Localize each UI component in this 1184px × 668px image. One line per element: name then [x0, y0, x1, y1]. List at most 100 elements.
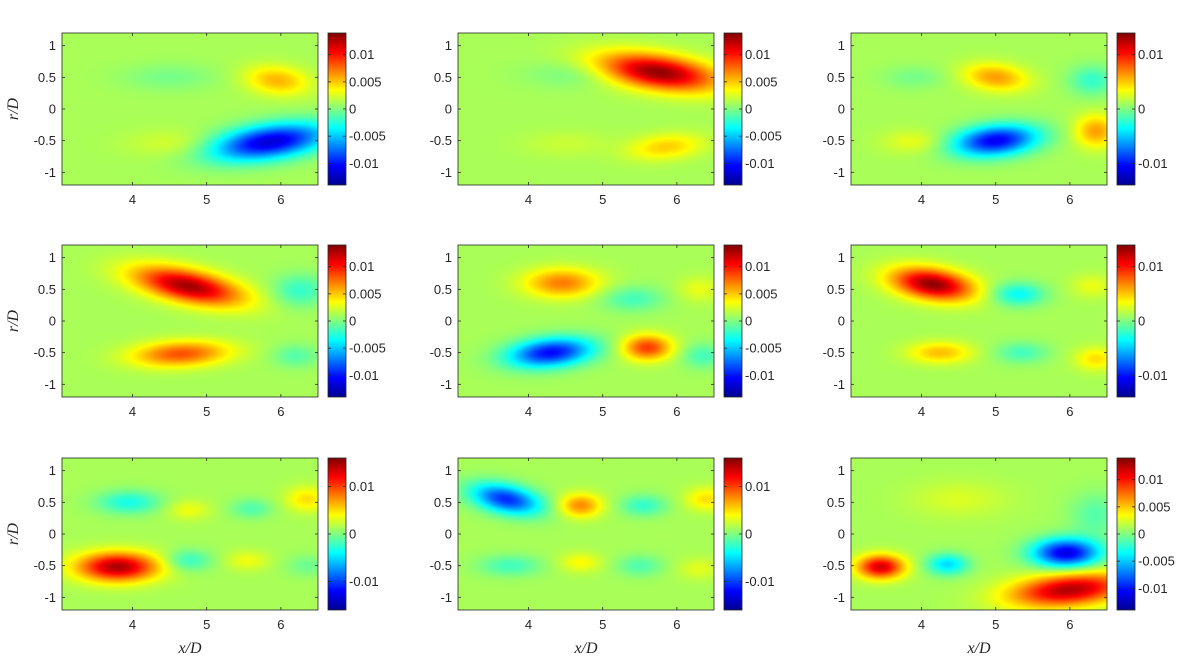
- x-tick-label: 6: [673, 617, 680, 632]
- x-tick-label: 5: [599, 404, 606, 419]
- y-tick-label: -1: [440, 590, 452, 605]
- colorbar-tick-label: 0: [349, 314, 356, 329]
- heatmap-field: [851, 245, 1107, 397]
- colorbar-tick-label: 0.005: [745, 74, 778, 89]
- x-tick-label: 4: [918, 404, 925, 419]
- y-tick-label: 0.5: [827, 70, 845, 85]
- colorbar-tick-label: 0: [745, 314, 752, 329]
- heatmap-field: [62, 458, 318, 610]
- panel-1: 4 5 6 1 0.5 0 -0.5 -1 r/D 0.01 0.005 0 -0.005 -0.01: [5, 32, 386, 207]
- y-tick-label: -0.5: [823, 558, 845, 573]
- y-tick-label: -1: [440, 165, 452, 180]
- panel-7: 4 5 6 1 0.5 0 -0.5 -1 r/D x/D 0.01 0 -0.01: [5, 457, 379, 657]
- y-tick-label: 0: [838, 102, 845, 117]
- heatmap-field: [458, 33, 714, 185]
- y-axis-label: r/D: [5, 309, 22, 332]
- x-tick-label: 6: [1066, 192, 1073, 207]
- y-tick-label: 0.5: [434, 70, 452, 85]
- y-tick-label: 0.5: [434, 495, 452, 510]
- y-tick-label: 0: [838, 527, 845, 542]
- colorbar-tick-label: -0.01: [349, 574, 379, 589]
- x-tick-label: 5: [992, 617, 999, 632]
- y-tick-label: -1: [44, 590, 56, 605]
- heatmap-field: [851, 33, 1107, 185]
- y-tick-label: -1: [440, 377, 452, 392]
- colorbar-tick-label: 0: [349, 102, 356, 117]
- x-tick-label: 6: [277, 404, 284, 419]
- y-tick-label: 0.5: [827, 282, 845, 297]
- panel-9: 4 5 6 1 0.5 0 -0.5 -1 x/D 0.01 0.005 0 -0.005 -0.01: [823, 457, 1175, 657]
- y-tick-label: 0: [445, 102, 452, 117]
- colorbar-tick-label: 0.005: [1138, 499, 1171, 514]
- y-tick-label: 1: [445, 250, 452, 265]
- colorbar-tick-label: 0.01: [1138, 259, 1163, 274]
- colorbar-tick-label: -0.01: [745, 574, 775, 589]
- colorbar-tick-label: -0.01: [1138, 156, 1168, 171]
- y-tick-label: 0.5: [38, 495, 56, 510]
- colorbar-tick-label: -0.01: [349, 368, 379, 383]
- colorbar-tick-label: 0: [745, 102, 752, 117]
- y-tick-label: 1: [445, 38, 452, 53]
- colorbar-tick-label: -0.01: [1138, 368, 1168, 383]
- y-tick-label: -0.5: [430, 345, 452, 360]
- y-tick-label: 0.5: [38, 282, 56, 297]
- colorbar-tick-label: 0.01: [1138, 47, 1163, 62]
- colorbar-tick-label: -0.005: [1138, 554, 1175, 569]
- x-tick-label: 5: [992, 404, 999, 419]
- colorbar-tick-label: -0.005: [745, 129, 782, 144]
- y-tick-label: 1: [838, 38, 845, 53]
- colorbar-tick-label: 0.005: [349, 286, 382, 301]
- y-tick-label: 0: [49, 314, 56, 329]
- panel-6: 4 5 6 1 0.5 0 -0.5 -1 0.01 0 -0.01: [823, 244, 1168, 419]
- y-tick-label: -0.5: [430, 558, 452, 573]
- x-tick-label: 4: [918, 192, 925, 207]
- y-axis-label: r/D: [5, 97, 22, 120]
- colorbar-tick-label: -0.01: [349, 156, 379, 171]
- x-tick-label: 5: [203, 192, 210, 207]
- colorbar-tick-label: 0.01: [349, 479, 374, 494]
- y-tick-label: 1: [838, 250, 845, 265]
- y-tick-label: 1: [838, 463, 845, 478]
- colorbar-tick-label: 0: [1138, 527, 1145, 542]
- y-tick-label: 1: [49, 38, 56, 53]
- colorbar-tick-label: -0.005: [349, 129, 386, 144]
- y-tick-label: -0.5: [823, 345, 845, 360]
- x-tick-label: 5: [203, 404, 210, 419]
- x-tick-label: 5: [599, 192, 606, 207]
- heatmap-field: [458, 245, 714, 397]
- x-tick-label: 6: [1066, 404, 1073, 419]
- y-tick-label: 0: [445, 527, 452, 542]
- colorbar-tick-label: 0.01: [745, 479, 770, 494]
- x-tick-label: 4: [525, 617, 532, 632]
- y-tick-label: -0.5: [34, 558, 56, 573]
- y-tick-label: 0.5: [38, 70, 56, 85]
- heatmap-field: [458, 458, 714, 610]
- colorbar-tick-label: -0.01: [745, 156, 775, 171]
- x-tick-label: 4: [525, 192, 532, 207]
- y-tick-label: -0.5: [823, 133, 845, 148]
- y-tick-label: 0.5: [434, 282, 452, 297]
- y-tick-label: -1: [833, 377, 845, 392]
- x-tick-label: 5: [992, 192, 999, 207]
- colorbar-tick-label: 0.01: [745, 47, 770, 62]
- x-tick-label: 4: [525, 404, 532, 419]
- x-axis-label: x/D: [966, 640, 991, 657]
- y-tick-label: 0: [49, 527, 56, 542]
- colorbar-tick-label: 0: [1138, 102, 1145, 117]
- colorbar-tick-label: -0.01: [1138, 581, 1168, 596]
- panel-4: 4 5 6 1 0.5 0 -0.5 -1 r/D 0.01 0.005 0 -0.005 -0.01: [5, 244, 386, 419]
- colorbar-tick-label: -0.005: [349, 341, 386, 356]
- y-tick-label: -1: [44, 165, 56, 180]
- x-axis-label: x/D: [177, 640, 202, 657]
- y-axis-label: r/D: [5, 522, 22, 545]
- y-tick-label: -0.5: [430, 133, 452, 148]
- panel-5: 4 5 6 1 0.5 0 -0.5 -1 0.01 0.005 0 -0.005 -0.01: [430, 244, 782, 419]
- panel-2: 4 5 6 1 0.5 0 -0.5 -1 0.01 0.005 0 -0.005 -0.01: [430, 32, 782, 207]
- x-tick-label: 4: [129, 617, 136, 632]
- x-tick-label: 6: [673, 192, 680, 207]
- x-axis-label: x/D: [573, 640, 598, 657]
- colorbar-tick-label: -0.01: [745, 368, 775, 383]
- y-tick-label: -1: [44, 377, 56, 392]
- x-tick-label: 6: [277, 617, 284, 632]
- colorbar-tick-label: -0.005: [745, 341, 782, 356]
